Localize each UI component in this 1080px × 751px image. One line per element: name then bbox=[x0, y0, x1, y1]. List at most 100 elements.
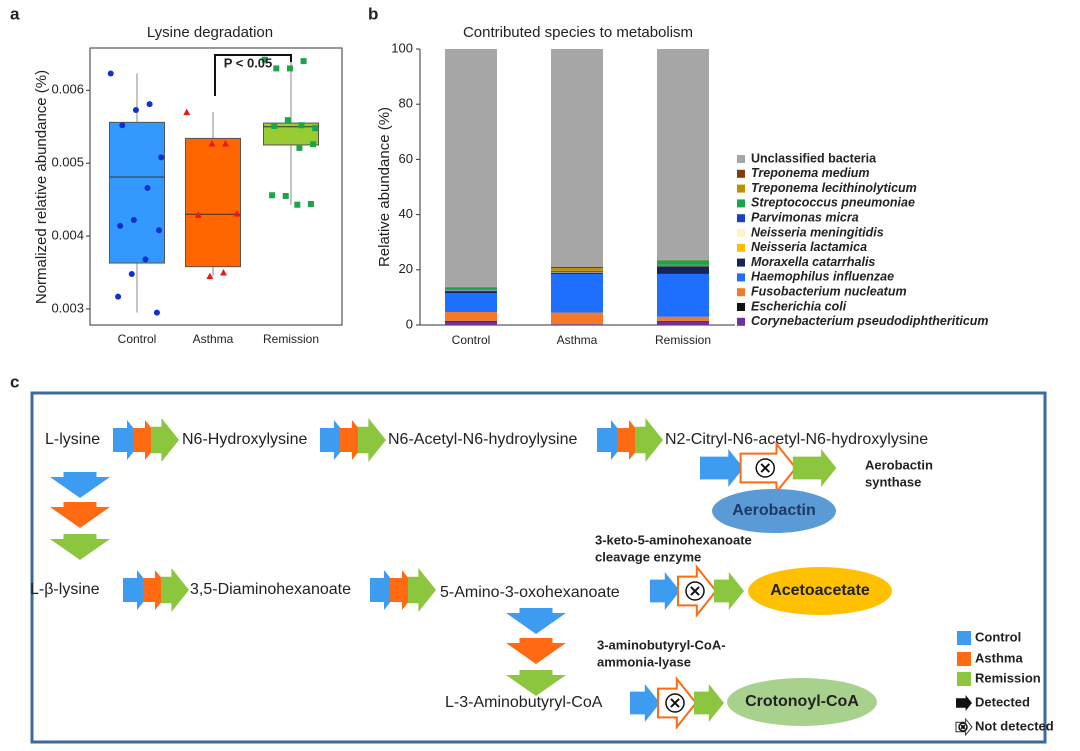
point bbox=[208, 139, 216, 147]
arrow bbox=[506, 670, 566, 696]
not-detected-mark bbox=[960, 724, 966, 730]
product-node bbox=[748, 567, 892, 615]
point bbox=[206, 272, 214, 280]
y-tick-label: 40 bbox=[399, 206, 413, 221]
point bbox=[194, 211, 202, 218]
not-detected-mark bbox=[670, 698, 680, 708]
not-detected-mark bbox=[760, 463, 771, 473]
plot-frame bbox=[89, 47, 343, 326]
panel-label: c bbox=[10, 372, 19, 391]
significance-bracket bbox=[214, 54, 292, 96]
not-detected-mark bbox=[690, 586, 700, 596]
legend-swatch bbox=[737, 229, 745, 237]
legend-swatch bbox=[737, 184, 745, 193]
panel-label: b bbox=[368, 4, 378, 23]
bar-segment bbox=[551, 272, 603, 274]
legend-swatch bbox=[737, 303, 745, 311]
point bbox=[273, 65, 280, 72]
x-tick-label: Control bbox=[118, 332, 157, 346]
bar-segment bbox=[551, 271, 603, 273]
x-tick-label: Asthma bbox=[557, 333, 598, 347]
metabolite: L-3-Aminobutyryl-CoA bbox=[445, 694, 603, 711]
chart-title: Lysine degradation bbox=[147, 24, 273, 41]
legend-swatch bbox=[737, 317, 745, 326]
point bbox=[300, 58, 307, 65]
enzyme-label: Aerobactin bbox=[865, 457, 933, 472]
arrow bbox=[113, 420, 143, 460]
bar-segment bbox=[657, 321, 709, 325]
bar-segment bbox=[551, 312, 603, 325]
enzyme-label: 3-keto-5-aminohexanoate bbox=[595, 532, 752, 547]
bar-segment bbox=[657, 316, 709, 321]
metabolite: N6-Hydroxylysine bbox=[182, 431, 307, 448]
diagram-frame bbox=[30, 391, 1047, 744]
legend-swatch bbox=[737, 288, 745, 297]
y-tick-label: 20 bbox=[399, 261, 413, 276]
arrow bbox=[597, 420, 627, 460]
legend-label: Escherichia coli bbox=[751, 299, 847, 313]
legend-label: Not detected bbox=[975, 718, 1054, 733]
arrow bbox=[390, 570, 418, 610]
bar-segment bbox=[445, 289, 497, 291]
legend-label: Treponema lecithinolyticum bbox=[751, 181, 917, 195]
y-tick-label: 100 bbox=[391, 40, 413, 55]
product-label: Aerobactin bbox=[732, 502, 816, 519]
arrow bbox=[630, 684, 660, 722]
legend-label: Treponema medium bbox=[751, 166, 870, 180]
arrow bbox=[151, 418, 179, 462]
bar-segment bbox=[551, 324, 603, 325]
bar-segment bbox=[445, 291, 497, 294]
arrow bbox=[635, 418, 663, 462]
box bbox=[109, 121, 165, 264]
enzyme-label: synthase bbox=[865, 474, 921, 489]
point bbox=[144, 184, 151, 191]
legend-swatch bbox=[737, 199, 745, 208]
point bbox=[296, 144, 303, 151]
y-tick-label: 60 bbox=[399, 151, 413, 166]
y-axis-label: Normalized relative abundance (%) bbox=[33, 70, 50, 304]
point bbox=[142, 256, 149, 263]
point bbox=[233, 209, 241, 217]
bar-segment bbox=[657, 320, 709, 322]
annotation: P < 0.05 bbox=[224, 55, 273, 70]
arrow bbox=[50, 534, 110, 560]
bar-segment bbox=[445, 287, 497, 290]
arrow bbox=[340, 420, 368, 460]
legend-swatch bbox=[737, 273, 745, 282]
point bbox=[130, 217, 137, 224]
enzyme-label: ammonia-lyase bbox=[597, 654, 691, 669]
y-tick-label: 0.003 bbox=[51, 300, 84, 315]
arrow bbox=[506, 638, 566, 664]
product-label: Acetoacetate bbox=[770, 582, 870, 599]
point bbox=[307, 200, 314, 207]
metabolite: N6-Acetyl-N6-hydroylysine bbox=[388, 431, 577, 448]
arrow bbox=[370, 570, 400, 610]
box bbox=[263, 122, 319, 146]
legend-label: Control bbox=[975, 629, 1021, 644]
arrow bbox=[320, 420, 350, 460]
bar-segment bbox=[657, 264, 709, 266]
point bbox=[271, 122, 278, 129]
point bbox=[117, 222, 124, 229]
arrow bbox=[650, 572, 680, 610]
legend-label: Neisseria meningitidis bbox=[751, 225, 884, 239]
legend-swatch bbox=[737, 155, 745, 163]
arrow bbox=[506, 608, 566, 634]
bar-segment bbox=[445, 49, 497, 287]
bar-segment bbox=[551, 270, 603, 272]
chart-title: Contributed species to metabolism bbox=[463, 24, 693, 41]
point bbox=[269, 192, 276, 199]
point bbox=[310, 141, 317, 148]
arrow bbox=[50, 502, 110, 528]
legend-label: Fusobacterium nucleatum bbox=[751, 284, 907, 298]
y-tick-label: 0.004 bbox=[51, 228, 84, 243]
legend-swatch bbox=[737, 243, 745, 252]
point bbox=[312, 125, 319, 132]
bar-segment bbox=[551, 273, 603, 313]
point bbox=[282, 192, 289, 199]
x-tick-label: Remission bbox=[655, 333, 711, 347]
legend-swatch bbox=[957, 672, 971, 686]
point bbox=[298, 122, 305, 129]
point bbox=[153, 309, 160, 316]
